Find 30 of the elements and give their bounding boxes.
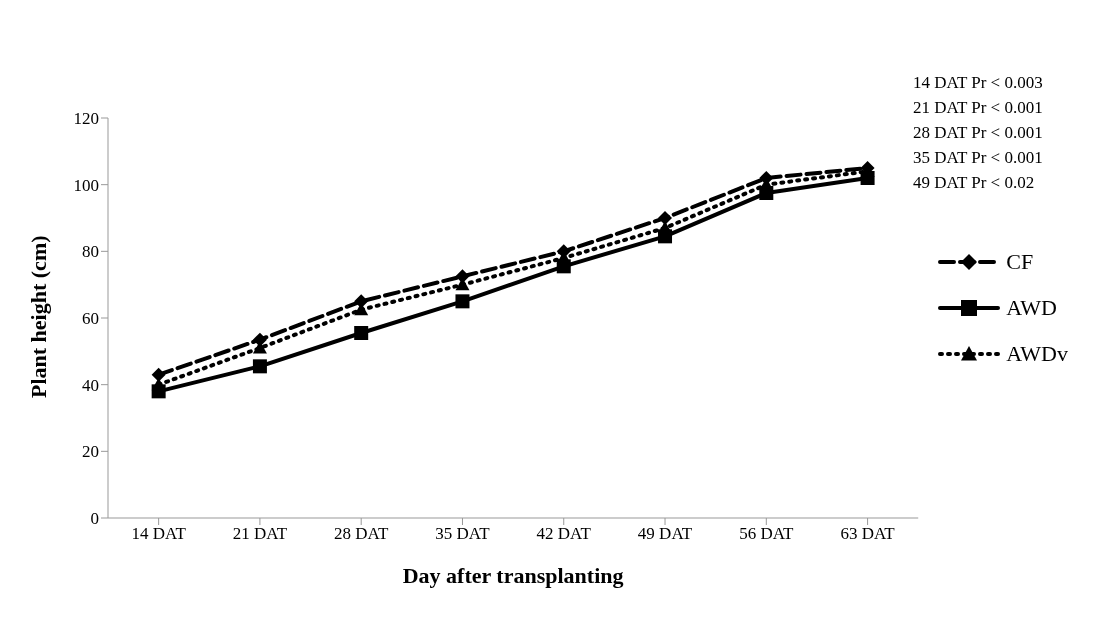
point (151, 367, 166, 382)
x-tick-label: 49 DAT (637, 524, 693, 544)
annotation: 49 DAT Pr < 0.02 (913, 172, 1036, 194)
point (455, 294, 470, 309)
y-tick-label: 80 (82, 242, 99, 262)
y-tick-label: 40 (82, 375, 99, 395)
x-axis-title: Day after transplanting (402, 563, 624, 588)
x-tick-label: 21 DAT (232, 524, 288, 544)
x-tick-label: 42 DAT (536, 524, 592, 544)
annotation: 35 DAT Pr < 0.001 (913, 147, 1043, 169)
legend-label: CF (1006, 249, 1034, 275)
legend-label: AWD (1006, 295, 1057, 321)
x-tick-label: 63 DAT (840, 524, 896, 544)
annotation: 28 DAT Pr < 0.001 (913, 122, 1043, 144)
x-tick-label: 28 DAT (334, 524, 389, 544)
y-tick-label: 120 (73, 109, 99, 129)
text: 21 DAT Pr < 0.001 (913, 97, 1043, 119)
point (252, 359, 267, 374)
y-tick-label: 20 (82, 442, 99, 462)
point (658, 211, 673, 225)
y-tick-label: 60 (82, 309, 99, 329)
x-tick-label: 35 DAT (435, 524, 491, 544)
text: 14 DAT Pr < 0.003 (913, 72, 1043, 94)
legend-label: AWDv (1006, 341, 1068, 367)
x-tick-label: 14 DAT (131, 524, 187, 544)
y-tick-label: 100 (73, 175, 99, 195)
y-tick-label: 0 (90, 509, 99, 529)
point (354, 326, 369, 340)
y-axis-title: Plant height (cm) (25, 235, 51, 398)
x-tick-label: 56 DAT (739, 524, 795, 544)
